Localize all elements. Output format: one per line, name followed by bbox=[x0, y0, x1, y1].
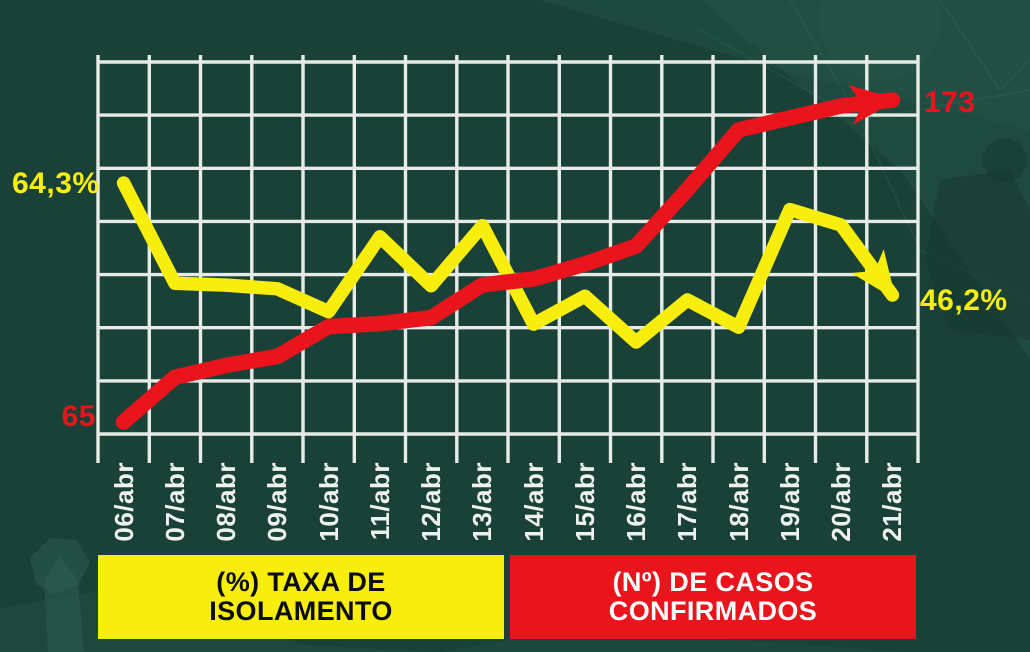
background-art-circle bbox=[820, 0, 940, 80]
cases-start-value: 65 bbox=[61, 400, 96, 433]
spike-protein-art bbox=[30, 538, 90, 594]
background-art-polygon bbox=[540, 0, 1030, 130]
legend-isolation-line1: (%) TAXA DE bbox=[216, 566, 386, 597]
legend: (%) TAXA DE ISOLAMENTO (Nº) DE CASOS CON… bbox=[98, 555, 916, 639]
virus-silhouette bbox=[925, 170, 1030, 340]
isolation-end-value: 46,2% bbox=[920, 284, 1008, 317]
cases-end-value: 173 bbox=[924, 86, 976, 119]
background-art-polygon bbox=[700, 0, 1030, 360]
confirmed-cases-line bbox=[115, 85, 901, 430]
legend-confirmed-cases: (Nº) DE CASOS CONFIRMADOS bbox=[510, 555, 916, 639]
isolation-start-value: 64,3% bbox=[12, 167, 100, 200]
virus-silhouette bbox=[983, 138, 1027, 182]
legend-cases-line1: (Nº) DE CASOS bbox=[612, 566, 814, 597]
legend-isolation-line2: ISOLAMENTO bbox=[209, 596, 393, 626]
legend-cases-line2: CONFIRMADOS bbox=[608, 596, 818, 626]
legend-isolation-rate: (%) TAXA DE ISOLAMENTO bbox=[98, 555, 504, 639]
